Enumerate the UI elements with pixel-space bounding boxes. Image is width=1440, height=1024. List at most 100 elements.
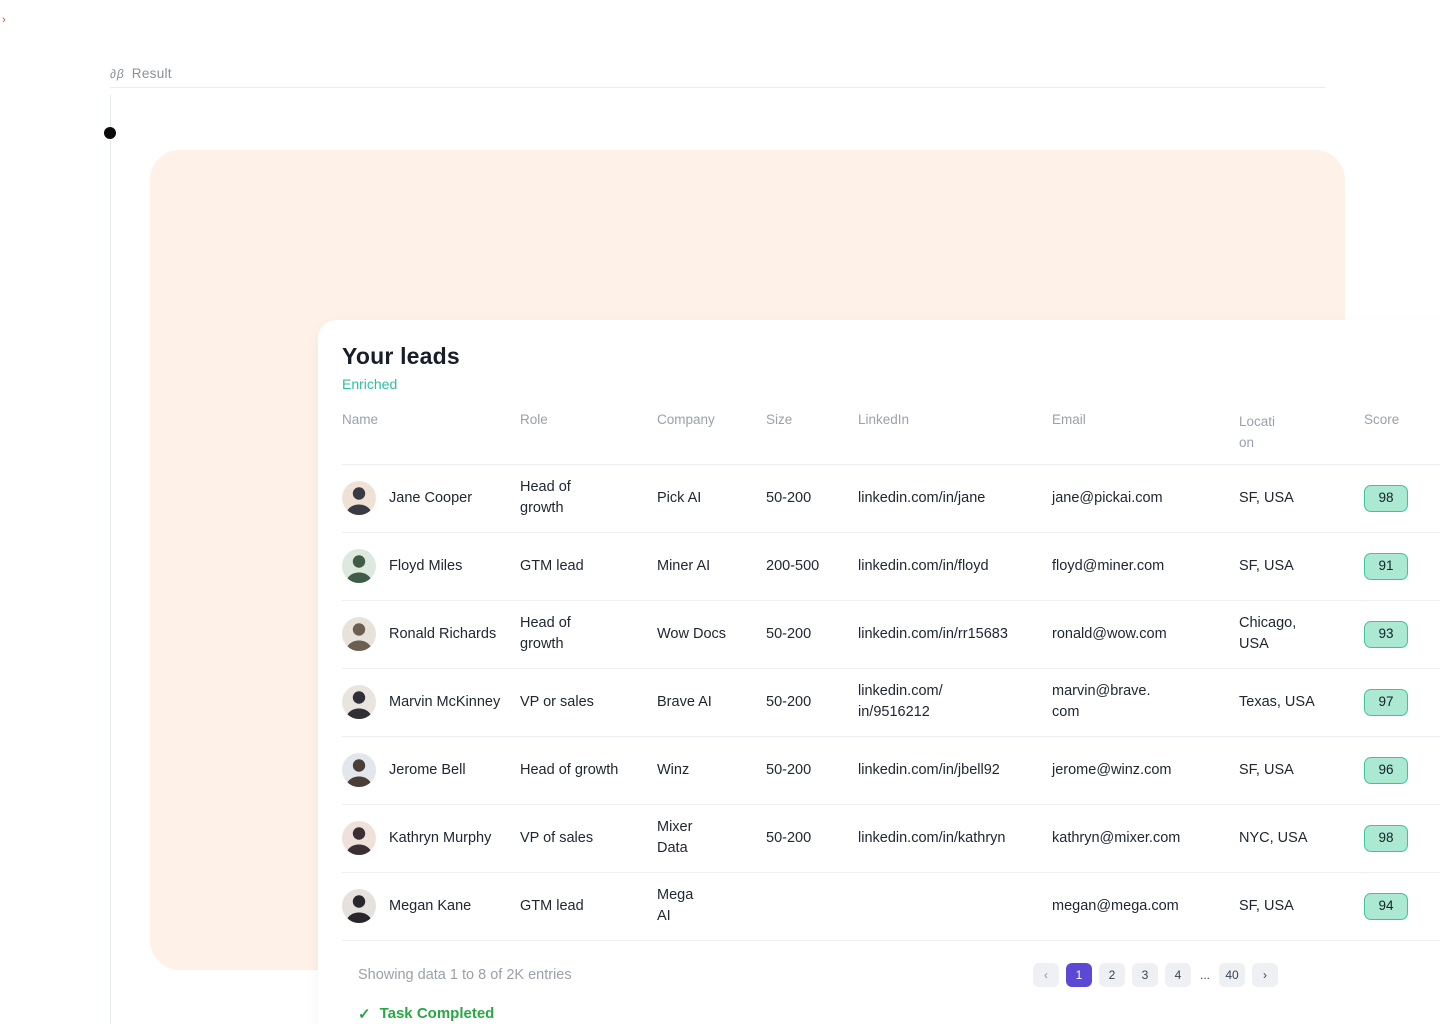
- avatar: [342, 617, 376, 652]
- col-header-location: Location: [1239, 414, 1276, 450]
- lead-role: Head of growth: [520, 615, 571, 653]
- lead-name: Marvin McKinney: [389, 693, 501, 710]
- left-rail-line: [110, 95, 111, 1024]
- lead-name: Jerome Bell: [389, 761, 466, 778]
- lead-role: Head of growth: [520, 479, 571, 517]
- lead-location: Texas, USA: [1239, 693, 1315, 710]
- task-completed-text: Task Completed: [379, 1005, 495, 1023]
- lead-email: jerome@winz.com: [1052, 761, 1172, 778]
- lead-company: Miner AI: [657, 557, 711, 574]
- score-badge: 93: [1364, 620, 1408, 648]
- result-icon: ∂β: [110, 66, 125, 81]
- score-badge: 98: [1364, 484, 1408, 512]
- lead-location: SF, USA: [1239, 761, 1294, 778]
- table-row: Jerome Bell Head of growth Winz 50-200 l…: [342, 737, 1440, 805]
- lead-role: GTM lead: [520, 897, 584, 914]
- score-badge: 98: [1364, 824, 1408, 852]
- page-title: Your leads: [342, 343, 460, 369]
- lead-size: 200-500: [766, 557, 820, 574]
- lead-linkedin: linkedin.com/ in/9516212: [858, 683, 943, 721]
- col-header-company: Company: [657, 412, 715, 427]
- page-ellipsis: ...: [1199, 967, 1210, 982]
- lead-company: Pick AI: [657, 489, 702, 506]
- leads-table: Name Role Company Size LinkedIn Email Lo…: [342, 412, 1440, 941]
- lead-email: ronald@wow.com: [1052, 625, 1167, 642]
- lead-location: Chicago, USA: [1239, 615, 1297, 653]
- lead-location: SF, USA: [1239, 557, 1294, 574]
- lead-email: megan@mega.com: [1052, 897, 1179, 914]
- lead-company: Mega AI: [657, 887, 694, 925]
- col-header-linkedin: LinkedIn: [858, 412, 910, 427]
- lead-role: VP or sales: [520, 693, 594, 710]
- lead-linkedin: linkedin.com/in/jane: [858, 489, 986, 506]
- lead-email: floyd@miner.com: [1052, 557, 1165, 574]
- score-badge: 97: [1364, 688, 1408, 716]
- col-header-email: Email: [1052, 412, 1086, 427]
- lead-role: Head of growth: [520, 761, 619, 778]
- lead-name: Floyd Miles: [389, 557, 463, 574]
- score-badge: 96: [1364, 756, 1408, 784]
- lead-name: Kathryn Murphy: [389, 829, 492, 846]
- lead-role: GTM lead: [520, 557, 584, 574]
- score-badge: 94: [1364, 892, 1408, 920]
- page-button-40[interactable]: 40: [1219, 962, 1245, 987]
- lead-size: 50-200: [766, 489, 812, 506]
- col-header-size: Size: [766, 412, 793, 427]
- result-header: ∂β Result: [110, 66, 172, 81]
- lead-size: 50-200: [766, 829, 812, 846]
- table-footer: Showing data 1 to 8 of 2K entries ‹ 1 2 …: [342, 962, 1440, 987]
- next-page-button[interactable]: ›: [1252, 962, 1278, 987]
- lead-name: Megan Kane: [389, 897, 472, 914]
- showing-entries-text: Showing data 1 to 8 of 2K entries: [358, 966, 572, 983]
- lead-role: VP of sales: [520, 829, 594, 846]
- table-row: Jane Cooper Head of growth Pick AI 50-20…: [342, 465, 1440, 533]
- lead-linkedin: linkedin.com/in/jbell92: [858, 761, 1000, 778]
- col-header-name: Name: [342, 412, 379, 427]
- page-button-3[interactable]: 3: [1131, 962, 1158, 987]
- page-button-1[interactable]: 1: [1065, 962, 1092, 987]
- table-row: Ronald Richards Head of growth Wow Docs …: [342, 601, 1440, 669]
- lead-email: kathryn@mixer.com: [1052, 829, 1181, 846]
- lead-linkedin: linkedin.com/in/floyd: [858, 557, 989, 574]
- table-row: Kathryn Murphy VP of sales Mixer Data 50…: [342, 805, 1440, 873]
- lead-name: Jane Cooper: [389, 489, 473, 506]
- lead-location: SF, USA: [1239, 489, 1294, 506]
- result-divider: [110, 87, 1325, 88]
- col-header-role: Role: [520, 412, 548, 427]
- table-row: Floyd Miles GTM lead Miner AI 200-500 li…: [342, 533, 1440, 601]
- page-button-2[interactable]: 2: [1098, 962, 1125, 987]
- lead-size: 50-200: [766, 625, 812, 642]
- lead-size: 50-200: [766, 761, 812, 778]
- task-status: ✓ Task Completed: [342, 1005, 1440, 1023]
- result-label: Result: [131, 66, 172, 81]
- avatar: [342, 685, 376, 720]
- lead-linkedin: linkedin.com/in/rr15683: [858, 625, 1008, 642]
- lead-company: Mixer Data: [657, 819, 693, 857]
- corner-mark: ›: [2, 14, 6, 26]
- prev-page-button[interactable]: ‹: [1032, 962, 1059, 987]
- lead-location: SF, USA: [1239, 897, 1294, 914]
- avatar: [342, 753, 376, 788]
- leads-card: Your leads Enriched Name Role Company Si…: [318, 320, 1440, 1024]
- rail-dot: [104, 127, 116, 139]
- avatar: [342, 821, 376, 856]
- table-row: Megan Kane GTM lead Mega AI megan@mega.c…: [342, 873, 1440, 941]
- table-header-row: Name Role Company Size LinkedIn Email Lo…: [342, 412, 1440, 465]
- lead-company: Wow Docs: [657, 625, 727, 642]
- lead-size: 50-200: [766, 693, 812, 710]
- avatar: [342, 549, 376, 584]
- enriched-status: Enriched: [342, 376, 398, 392]
- lead-email: jane@pickai.com: [1052, 489, 1163, 506]
- avatar: [342, 481, 376, 516]
- pagination: ‹ 1 2 3 4 ... 40 ›: [1032, 962, 1278, 987]
- score-badge: 91: [1364, 552, 1408, 580]
- lead-company: Winz: [657, 761, 690, 778]
- lead-name: Ronald Richards: [389, 625, 497, 642]
- col-header-score: Score: [1364, 412, 1400, 427]
- avatar: [342, 889, 376, 924]
- lead-location: NYC, USA: [1239, 829, 1308, 846]
- table-row: Marvin McKinney VP or sales Brave AI 50-…: [342, 669, 1440, 737]
- leads-panel-background: Your leads Enriched Name Role Company Si…: [150, 150, 1440, 1024]
- lead-company: Brave AI: [657, 693, 712, 710]
- page-button-4[interactable]: 4: [1164, 962, 1191, 987]
